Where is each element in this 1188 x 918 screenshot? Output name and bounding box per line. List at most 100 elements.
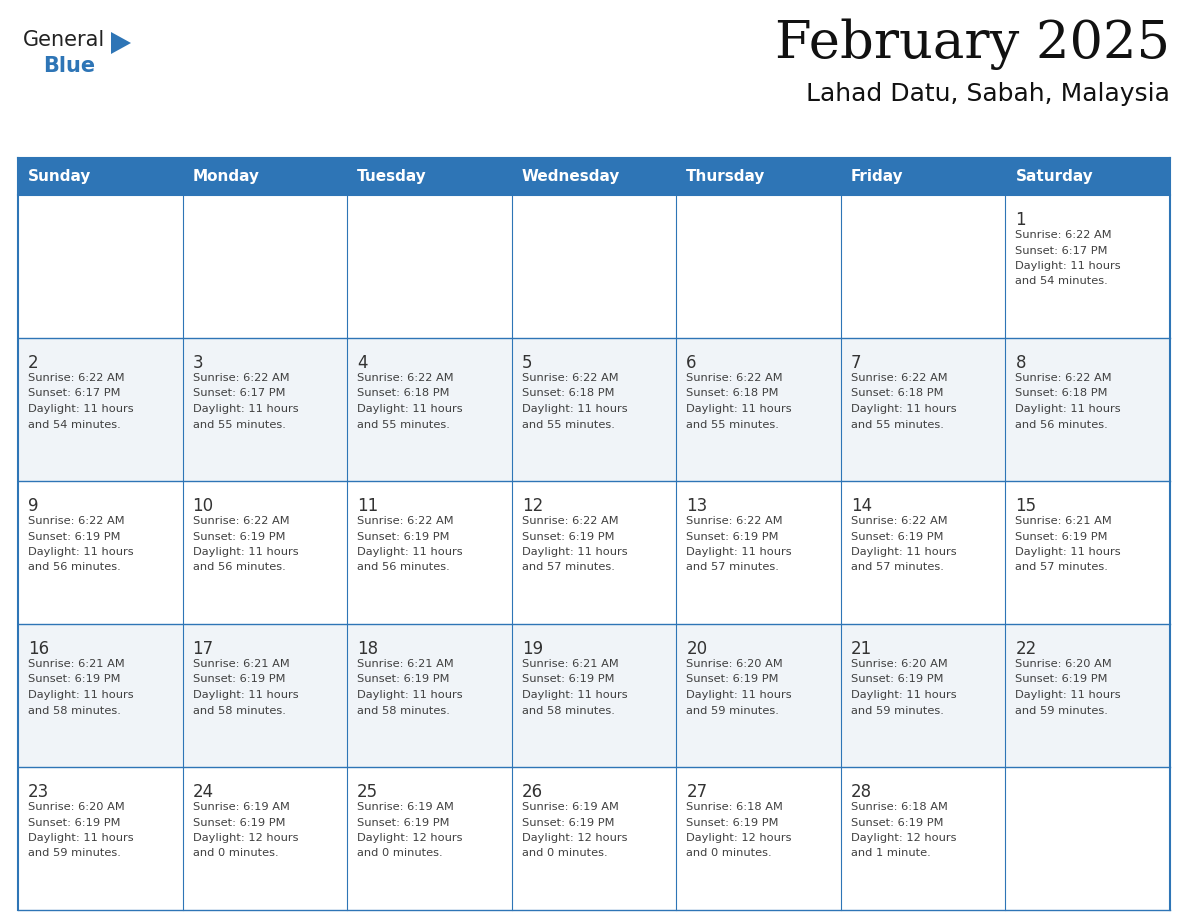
Text: Sunrise: 6:19 AM: Sunrise: 6:19 AM <box>192 802 290 812</box>
Text: Sunrise: 6:21 AM: Sunrise: 6:21 AM <box>1016 516 1112 526</box>
Text: 19: 19 <box>522 640 543 658</box>
Text: Sunrise: 6:18 AM: Sunrise: 6:18 AM <box>687 802 783 812</box>
Text: Daylight: 11 hours: Daylight: 11 hours <box>851 690 956 700</box>
Text: Daylight: 11 hours: Daylight: 11 hours <box>29 690 133 700</box>
Text: 25: 25 <box>358 783 378 801</box>
Text: Sunrise: 6:22 AM: Sunrise: 6:22 AM <box>192 516 289 526</box>
Text: Sunrise: 6:21 AM: Sunrise: 6:21 AM <box>522 659 619 669</box>
Text: and 59 minutes.: and 59 minutes. <box>1016 706 1108 715</box>
Text: Sunset: 6:19 PM: Sunset: 6:19 PM <box>1016 532 1108 542</box>
Text: Daylight: 11 hours: Daylight: 11 hours <box>192 690 298 700</box>
Text: Sunset: 6:19 PM: Sunset: 6:19 PM <box>192 532 285 542</box>
Text: Daylight: 11 hours: Daylight: 11 hours <box>522 404 627 414</box>
Text: 22: 22 <box>1016 640 1037 658</box>
Text: Daylight: 11 hours: Daylight: 11 hours <box>192 547 298 557</box>
Text: Lahad Datu, Sabah, Malaysia: Lahad Datu, Sabah, Malaysia <box>807 82 1170 106</box>
Text: 4: 4 <box>358 354 367 372</box>
Text: 14: 14 <box>851 497 872 515</box>
Text: Sunset: 6:17 PM: Sunset: 6:17 PM <box>1016 245 1108 255</box>
Text: Sunrise: 6:22 AM: Sunrise: 6:22 AM <box>1016 230 1112 240</box>
Text: 15: 15 <box>1016 497 1037 515</box>
Text: Sunrise: 6:18 AM: Sunrise: 6:18 AM <box>851 802 948 812</box>
Text: 12: 12 <box>522 497 543 515</box>
Text: Daylight: 11 hours: Daylight: 11 hours <box>1016 261 1121 271</box>
Text: Blue: Blue <box>43 56 95 76</box>
Text: Sunrise: 6:20 AM: Sunrise: 6:20 AM <box>29 802 125 812</box>
Text: Sunrise: 6:19 AM: Sunrise: 6:19 AM <box>522 802 619 812</box>
Text: Sunrise: 6:22 AM: Sunrise: 6:22 AM <box>358 373 454 383</box>
Text: and 57 minutes.: and 57 minutes. <box>851 563 943 573</box>
Text: and 56 minutes.: and 56 minutes. <box>192 563 285 573</box>
Bar <box>18 338 1170 481</box>
Text: Sunrise: 6:20 AM: Sunrise: 6:20 AM <box>851 659 948 669</box>
Text: Sunset: 6:19 PM: Sunset: 6:19 PM <box>851 675 943 685</box>
Text: and 58 minutes.: and 58 minutes. <box>29 706 121 715</box>
Text: Sunset: 6:19 PM: Sunset: 6:19 PM <box>687 818 779 827</box>
Text: and 59 minutes.: and 59 minutes. <box>851 706 943 715</box>
Text: Sunset: 6:19 PM: Sunset: 6:19 PM <box>1016 675 1108 685</box>
Text: and 55 minutes.: and 55 minutes. <box>522 420 614 430</box>
Text: Sunset: 6:19 PM: Sunset: 6:19 PM <box>29 532 120 542</box>
Text: Sunrise: 6:22 AM: Sunrise: 6:22 AM <box>687 516 783 526</box>
Text: Sunrise: 6:22 AM: Sunrise: 6:22 AM <box>358 516 454 526</box>
Text: 6: 6 <box>687 354 697 372</box>
Text: and 0 minutes.: and 0 minutes. <box>687 848 772 858</box>
Text: Sunrise: 6:22 AM: Sunrise: 6:22 AM <box>192 373 289 383</box>
Text: and 55 minutes.: and 55 minutes. <box>687 420 779 430</box>
Text: and 56 minutes.: and 56 minutes. <box>358 563 450 573</box>
Text: 23: 23 <box>29 783 49 801</box>
Text: and 55 minutes.: and 55 minutes. <box>851 420 943 430</box>
Text: Sunset: 6:19 PM: Sunset: 6:19 PM <box>29 675 120 685</box>
Text: and 58 minutes.: and 58 minutes. <box>358 706 450 715</box>
Text: Sunset: 6:18 PM: Sunset: 6:18 PM <box>1016 388 1108 398</box>
Text: Sunrise: 6:22 AM: Sunrise: 6:22 AM <box>851 516 948 526</box>
Text: 16: 16 <box>29 640 49 658</box>
Text: 10: 10 <box>192 497 214 515</box>
Text: 2: 2 <box>29 354 39 372</box>
Text: and 0 minutes.: and 0 minutes. <box>358 848 443 858</box>
Text: Daylight: 11 hours: Daylight: 11 hours <box>851 547 956 557</box>
Text: Daylight: 12 hours: Daylight: 12 hours <box>358 833 462 843</box>
Text: Saturday: Saturday <box>1016 169 1093 184</box>
Text: Sunset: 6:19 PM: Sunset: 6:19 PM <box>522 818 614 827</box>
Text: Sunset: 6:19 PM: Sunset: 6:19 PM <box>29 818 120 827</box>
Text: Wednesday: Wednesday <box>522 169 620 184</box>
Text: Sunset: 6:19 PM: Sunset: 6:19 PM <box>522 532 614 542</box>
Text: Daylight: 12 hours: Daylight: 12 hours <box>192 833 298 843</box>
Text: Friday: Friday <box>851 169 904 184</box>
Text: Sunday: Sunday <box>29 169 91 184</box>
Text: General: General <box>23 30 106 50</box>
Text: Daylight: 11 hours: Daylight: 11 hours <box>522 547 627 557</box>
Text: Sunset: 6:19 PM: Sunset: 6:19 PM <box>192 675 285 685</box>
Bar <box>18 624 1170 767</box>
Text: Sunrise: 6:21 AM: Sunrise: 6:21 AM <box>358 659 454 669</box>
Text: Sunrise: 6:21 AM: Sunrise: 6:21 AM <box>29 659 125 669</box>
Text: Sunset: 6:19 PM: Sunset: 6:19 PM <box>358 818 449 827</box>
Text: Sunset: 6:19 PM: Sunset: 6:19 PM <box>358 675 449 685</box>
Text: Sunset: 6:18 PM: Sunset: 6:18 PM <box>851 388 943 398</box>
Text: Sunset: 6:19 PM: Sunset: 6:19 PM <box>851 532 943 542</box>
Text: Thursday: Thursday <box>687 169 765 184</box>
Text: 26: 26 <box>522 783 543 801</box>
Text: Daylight: 11 hours: Daylight: 11 hours <box>192 404 298 414</box>
Text: 5: 5 <box>522 354 532 372</box>
Text: Daylight: 11 hours: Daylight: 11 hours <box>1016 547 1121 557</box>
Text: and 56 minutes.: and 56 minutes. <box>29 563 121 573</box>
Text: Sunset: 6:17 PM: Sunset: 6:17 PM <box>29 388 120 398</box>
Text: Sunrise: 6:20 AM: Sunrise: 6:20 AM <box>687 659 783 669</box>
Text: Sunset: 6:19 PM: Sunset: 6:19 PM <box>851 818 943 827</box>
Text: and 0 minutes.: and 0 minutes. <box>522 848 607 858</box>
Text: Sunset: 6:18 PM: Sunset: 6:18 PM <box>687 388 779 398</box>
Text: and 54 minutes.: and 54 minutes. <box>29 420 121 430</box>
Text: Daylight: 11 hours: Daylight: 11 hours <box>1016 404 1121 414</box>
Text: Sunrise: 6:19 AM: Sunrise: 6:19 AM <box>358 802 454 812</box>
Text: 18: 18 <box>358 640 378 658</box>
Text: Sunrise: 6:22 AM: Sunrise: 6:22 AM <box>29 373 125 383</box>
Text: Daylight: 12 hours: Daylight: 12 hours <box>522 833 627 843</box>
Text: 27: 27 <box>687 783 707 801</box>
Text: Daylight: 11 hours: Daylight: 11 hours <box>687 404 792 414</box>
Text: Daylight: 11 hours: Daylight: 11 hours <box>358 404 463 414</box>
Text: Sunset: 6:19 PM: Sunset: 6:19 PM <box>192 818 285 827</box>
Text: Monday: Monday <box>192 169 259 184</box>
Text: Sunset: 6:18 PM: Sunset: 6:18 PM <box>358 388 449 398</box>
